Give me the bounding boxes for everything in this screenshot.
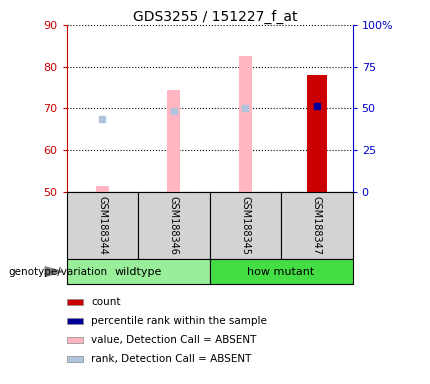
Bar — [67, 356, 83, 362]
Text: wildtype: wildtype — [114, 266, 162, 277]
Bar — [96, 186, 109, 192]
Text: genotype/variation: genotype/variation — [9, 266, 108, 277]
Bar — [281, 192, 353, 259]
Text: GSM188345: GSM188345 — [240, 196, 250, 255]
Bar — [167, 90, 180, 192]
Text: how mutant: how mutant — [248, 266, 315, 277]
Bar — [67, 299, 83, 305]
Bar — [209, 192, 281, 259]
Bar — [67, 192, 138, 259]
Bar — [239, 56, 252, 192]
Bar — [67, 337, 83, 343]
Bar — [138, 192, 209, 259]
Text: GSM188347: GSM188347 — [312, 196, 322, 255]
Text: rank, Detection Call = ABSENT: rank, Detection Call = ABSENT — [91, 354, 252, 364]
Text: percentile rank within the sample: percentile rank within the sample — [91, 316, 267, 326]
Text: GDS3255 / 151227_f_at: GDS3255 / 151227_f_at — [133, 10, 297, 24]
Bar — [209, 259, 353, 284]
Text: count: count — [91, 297, 121, 307]
Bar — [67, 318, 83, 324]
Polygon shape — [45, 267, 62, 276]
Text: GSM188346: GSM188346 — [169, 196, 179, 255]
Bar — [307, 75, 327, 192]
Bar — [67, 259, 209, 284]
Text: GSM188344: GSM188344 — [97, 196, 108, 255]
Text: value, Detection Call = ABSENT: value, Detection Call = ABSENT — [91, 335, 257, 345]
